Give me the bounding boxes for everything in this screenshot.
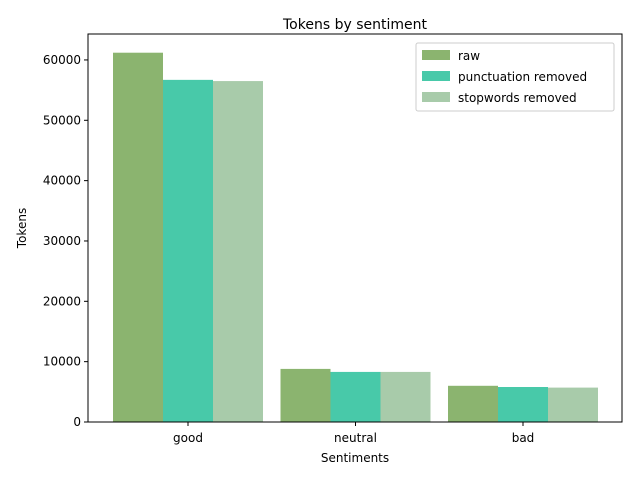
x-axis: good neutral bad	[173, 422, 534, 445]
y-axis: 0 10000 20000 30000 40000 50000 60000	[43, 53, 88, 429]
x-tick-label: neutral	[334, 431, 377, 445]
bar-raw-bad	[448, 385, 498, 422]
bar-punctuation-removed-neutral	[330, 371, 381, 422]
bar-stopwords-removed-good	[213, 81, 263, 423]
y-tick-label: 30000	[43, 234, 81, 248]
legend-label: raw	[458, 49, 480, 63]
bar-raw-good	[113, 52, 163, 423]
y-tick-label: 20000	[43, 294, 81, 308]
bar-punctuation-removed-bad	[498, 387, 548, 422]
legend-label: stopwords removed	[458, 91, 577, 105]
y-tick-label: 40000	[43, 174, 81, 188]
y-tick-label: 10000	[43, 355, 81, 369]
x-tick-label: good	[173, 431, 203, 445]
legend-swatch	[422, 92, 450, 102]
legend-swatch	[422, 50, 450, 60]
legend-label: punctuation removed	[458, 70, 587, 84]
y-tick-label: 60000	[43, 53, 81, 67]
y-axis-label: Tokens	[15, 208, 29, 249]
legend-frame	[415, 42, 615, 112]
bar-punctuation-removed-good	[163, 79, 213, 422]
legend: raw punctuation removed stopwords removed	[415, 42, 615, 112]
bar-stopwords-removed-bad	[548, 387, 598, 422]
plot-frame	[87, 33, 623, 423]
bars-group	[113, 52, 598, 423]
chart-title: Tokens by sentiment	[282, 17, 427, 33]
legend-swatch	[422, 71, 450, 81]
x-axis-label: Sentiments	[321, 451, 389, 465]
x-tick-label: bad	[512, 431, 535, 445]
y-tick-label: 0	[73, 415, 81, 429]
y-tick-label: 50000	[43, 113, 81, 127]
bar-stopwords-removed-neutral	[380, 371, 431, 422]
bar-raw-neutral	[280, 368, 331, 422]
